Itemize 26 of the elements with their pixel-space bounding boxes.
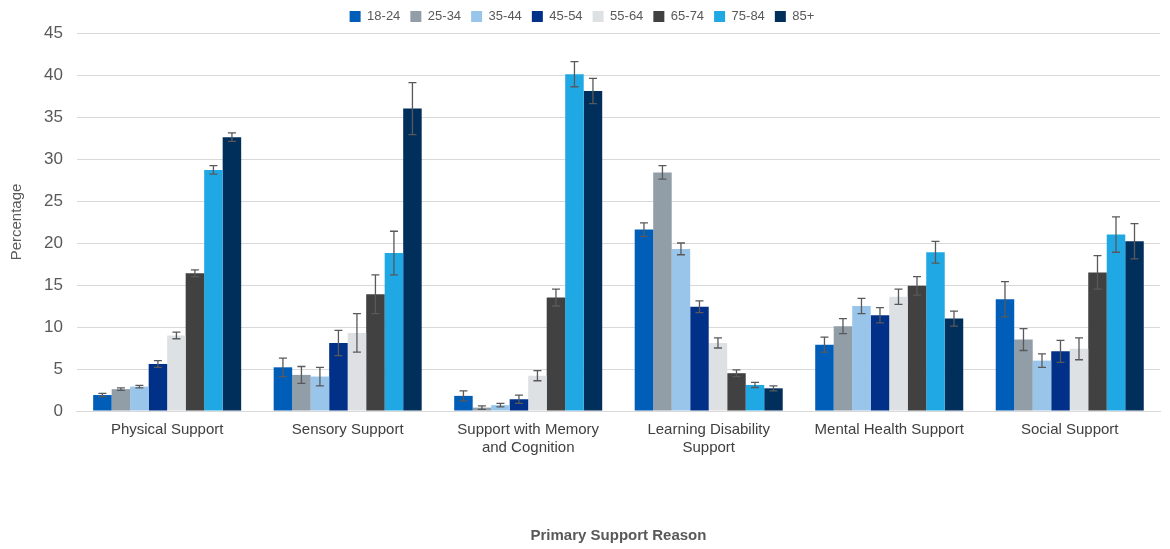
legend-label: 65-74 <box>670 8 705 24</box>
x-tick-label: Social Support <box>1020 420 1120 438</box>
y-tick-label: 35 <box>43 106 63 126</box>
legend-label: 75-84 <box>731 8 765 24</box>
x-tick-label: Learning Disability Support <box>647 420 771 456</box>
y-tick-label: 40 <box>43 64 63 84</box>
y-axis-title: Percentage <box>7 183 25 261</box>
y-tick-label: 30 <box>43 148 63 168</box>
y-tick-label: 25 <box>43 190 63 210</box>
x-tick-label: Mental Health Support <box>814 420 965 438</box>
x-tick-label: Support with Memory and Cognition <box>457 420 600 456</box>
x-tick-label: Physical Support <box>110 420 225 438</box>
y-tick-label: 45 <box>43 22 63 42</box>
legend-label: 45-54 <box>549 8 583 24</box>
y-tick-label: 5 <box>53 358 63 378</box>
legend-label: 85+ <box>792 8 815 24</box>
y-tick-label: 20 <box>43 232 63 252</box>
y-tick-label: 15 <box>43 274 63 294</box>
x-axis-title: Primary Support Reason <box>530 526 707 544</box>
legend-label: 55-64 <box>610 8 644 24</box>
legend-label: 18-24 <box>367 8 401 24</box>
legend-label: 25-34 <box>427 8 462 24</box>
x-tick-label: Sensory Support <box>291 420 405 438</box>
y-tick-label: 10 <box>43 316 63 336</box>
legend-label: 35-44 <box>488 8 522 24</box>
y-tick-label: 0 <box>53 400 63 420</box>
